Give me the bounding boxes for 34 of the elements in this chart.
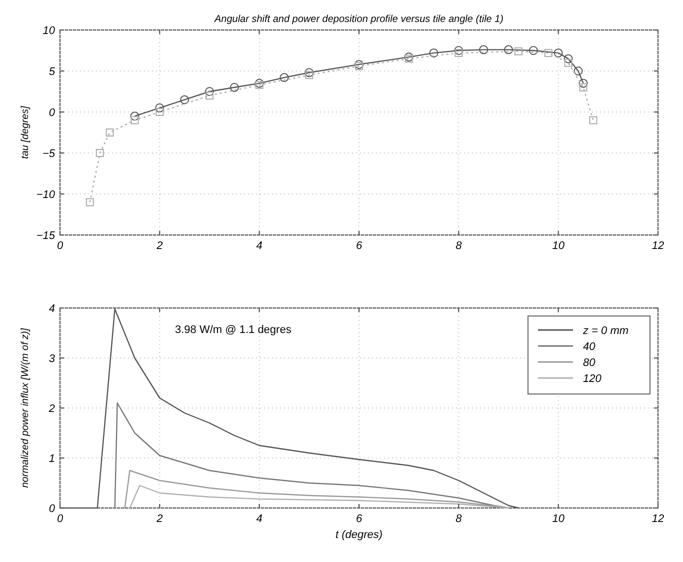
x-tick-label: 10 [552, 240, 566, 252]
x-tick-label: 2 [156, 513, 163, 525]
y-tick-label: 2 [48, 403, 55, 415]
y-tick-label: −10 [36, 189, 56, 201]
y-tick-label: −5 [42, 148, 56, 160]
x-tick-label: 8 [456, 240, 463, 252]
x-tick-label: 2 [156, 240, 163, 252]
y-tick-label: 3 [48, 353, 56, 365]
x-tick-label: 6 [356, 513, 363, 525]
legend-label: z = 0 mm [582, 325, 629, 337]
y-tick-label: 0 [48, 503, 56, 515]
x-tick-label: 6 [356, 240, 363, 252]
legend-label: 80 [583, 357, 596, 369]
legend-label: 120 [583, 373, 602, 385]
y-tick-label: 0 [48, 107, 56, 119]
x-tick-label: 4 [256, 240, 262, 252]
x-tick-label: 8 [456, 513, 463, 525]
x-tick-label: 4 [256, 513, 262, 525]
y-tick-label: 10 [42, 25, 56, 37]
y-tick-label: −15 [36, 230, 56, 242]
x-axis-title: t (degres) [335, 529, 383, 541]
x-tick-label: 12 [652, 513, 664, 525]
y-axis-title: tau [degres] [20, 106, 31, 159]
y-tick-label: 4 [48, 303, 55, 315]
annotation: 3.98 W/m @ 1.1 degres [175, 324, 292, 336]
legend-label: 40 [583, 341, 596, 353]
chart-title: Angular shift and power deposition profile versus tile angle (tile 1) [213, 14, 504, 25]
y-tick-label: 5 [48, 66, 56, 78]
y-axis-title: normalized power influx [W/(m of z)] [20, 328, 31, 488]
x-tick-label: 0 [56, 240, 64, 252]
x-tick-label: 10 [552, 513, 566, 525]
y-tick-label: 1 [48, 453, 55, 465]
x-tick-label: 12 [652, 240, 664, 252]
x-tick-label: 0 [56, 513, 64, 525]
